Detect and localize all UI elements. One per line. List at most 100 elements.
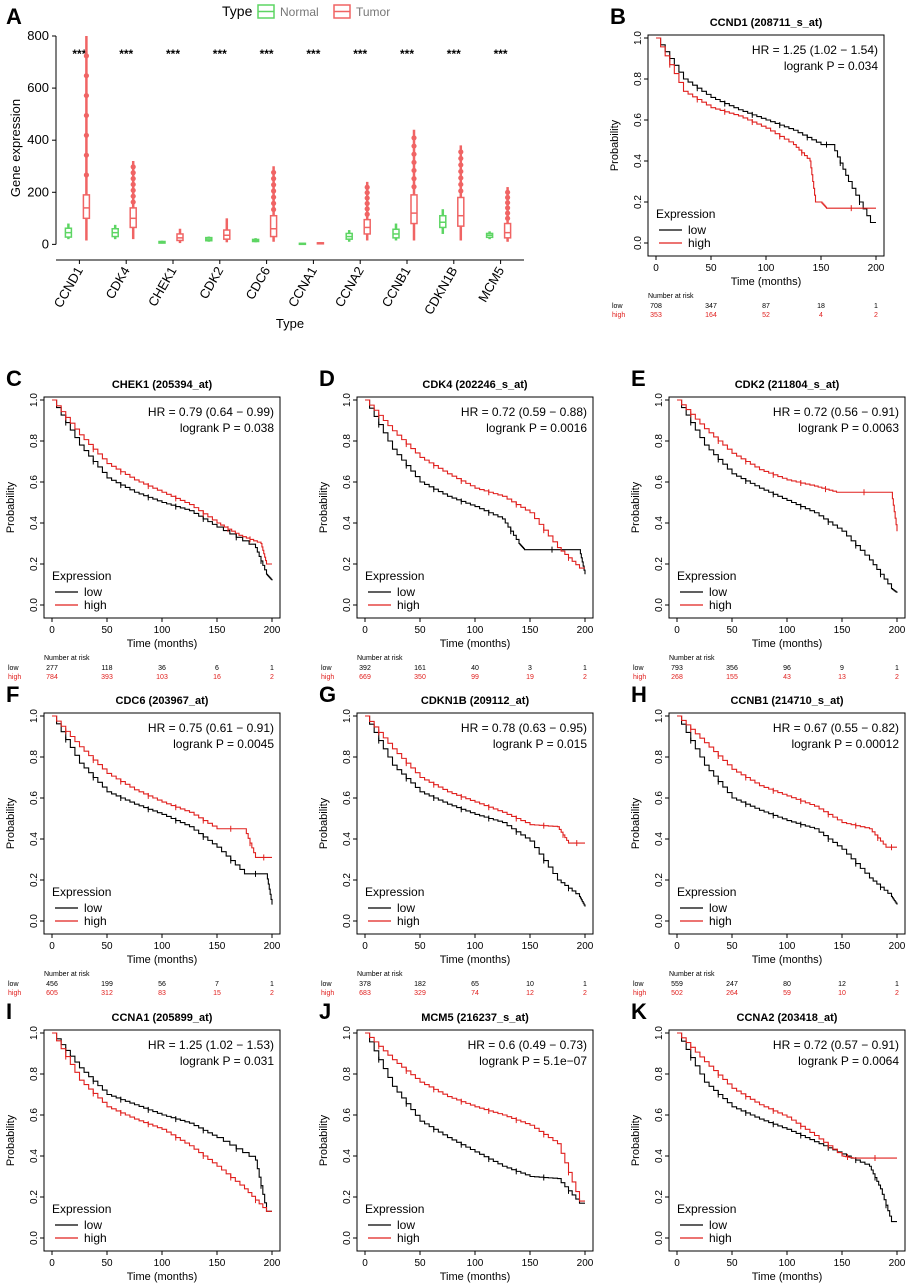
y-tick-label: 0.8 xyxy=(654,1067,665,1081)
legend-label-high: high xyxy=(709,598,732,612)
risk-count-high: 2 xyxy=(270,674,274,681)
box-outlier-point xyxy=(411,184,417,190)
risk-count-high: 605 xyxy=(46,990,58,997)
x-tick-label: 200 xyxy=(264,941,281,952)
box-outlier-point xyxy=(364,211,370,217)
risk-count-high: 164 xyxy=(705,312,717,319)
significance-label: *** xyxy=(494,47,508,61)
significance-label: *** xyxy=(72,47,86,61)
risk-table-title: Number at risk xyxy=(669,971,715,978)
x-tick-label: 200 xyxy=(889,625,906,636)
y-tick-label: 0.0 xyxy=(654,914,665,928)
y-tick-label: 800 xyxy=(27,28,49,43)
x-tick-label: 50 xyxy=(101,625,113,636)
censor-marks-high xyxy=(65,414,251,543)
y-tick-label: 0.6 xyxy=(654,1108,665,1122)
censor-marks-low xyxy=(378,1056,569,1194)
box-outlier-point xyxy=(83,152,89,158)
risk-count-high: 83 xyxy=(158,990,166,997)
x-tick-label: 150 xyxy=(209,1258,226,1269)
risk-row-label-low: low xyxy=(633,665,644,672)
x-tick-label: 50 xyxy=(726,1258,738,1269)
x-tick-label: 200 xyxy=(577,1258,594,1269)
x-axis-label: Time (months) xyxy=(752,638,823,650)
risk-count-low: 277 xyxy=(46,665,58,672)
box-outlier-point xyxy=(130,164,136,170)
legend-title-expression: Expression xyxy=(52,885,111,899)
km-panel-g: G CDKN1B (209112_at) 0.0 0.2 0.4 0.6 0.8 1.0 Pro… xyxy=(318,682,594,997)
box-outlier-point xyxy=(364,190,370,196)
panel-letter: B xyxy=(610,4,626,29)
risk-count-low: 1 xyxy=(895,981,899,988)
significance-label: *** xyxy=(400,47,414,61)
legend-title-expression: Expression xyxy=(365,1202,424,1216)
x-axis-label: Time (months) xyxy=(440,1271,511,1283)
box-outlier-point xyxy=(271,188,277,194)
hazard-ratio-text: HR = 0.67 (0.55 − 0.82) xyxy=(773,721,899,735)
box-tumor-ccnd1 xyxy=(82,36,91,241)
box-normal-ccna2 xyxy=(345,230,353,242)
risk-count-high: 2 xyxy=(874,312,878,319)
km-title: MCM5 (216237_s_at) xyxy=(421,1012,529,1024)
legend-label-high: high xyxy=(397,598,420,612)
legend-title-expression: Expression xyxy=(52,569,111,583)
legend-label-tumor: Tumor xyxy=(356,5,390,19)
risk-count-high: 2 xyxy=(583,674,587,681)
box-outlier-point xyxy=(364,195,370,201)
x-tick-label: 50 xyxy=(726,625,738,636)
x-tick-label: 150 xyxy=(834,1258,851,1269)
risk-count-high: 52 xyxy=(762,312,770,319)
legend-label-low: low xyxy=(709,585,727,599)
risk-count-low: 708 xyxy=(650,303,662,310)
curve-low xyxy=(677,1032,897,1223)
risk-count-low: 3 xyxy=(528,665,532,672)
risk-count-high: 669 xyxy=(359,674,371,681)
curve-high xyxy=(52,1032,272,1212)
x-tick-label: 200 xyxy=(577,625,594,636)
y-tick-label: 0.0 xyxy=(29,1231,40,1245)
panel-letter-a: A xyxy=(6,4,22,29)
hazard-ratio-text: HR = 0.78 (0.63 − 0.95) xyxy=(461,721,587,735)
risk-row-label-high: high xyxy=(633,990,646,997)
legend-title-expression: Expression xyxy=(677,1202,736,1216)
risk-count-high: 264 xyxy=(726,990,738,997)
y-axis-label: Probability xyxy=(318,1114,330,1166)
box-outlier-point xyxy=(458,181,464,188)
panel-a: A Type Normal Tumor 0 200 400 600 800 Gene expres… xyxy=(6,3,524,331)
x-tick-label: 100 xyxy=(467,941,484,952)
km-title: CDK2 (211804_s_at) xyxy=(735,379,840,391)
y-tick-label: 0.4 xyxy=(342,832,353,846)
risk-row-label-low: low xyxy=(8,981,19,988)
risk-count-high: 353 xyxy=(650,312,662,319)
y-tick-label: 0.4 xyxy=(654,516,665,530)
legend-label-low: low xyxy=(84,901,102,915)
x-tick-label: 0 xyxy=(362,941,368,952)
box-outlier-point xyxy=(130,199,136,205)
km-title: CCNB1 (214710_s_at) xyxy=(730,695,843,707)
box-outlier-point xyxy=(130,193,136,199)
y-axis-label: Gene expression xyxy=(8,99,23,197)
y-tick-label: 0.6 xyxy=(342,475,353,489)
logrank-p-text: logrank P = 0.015 xyxy=(493,737,588,751)
box-outlier-point xyxy=(458,162,464,168)
panel-letter: K xyxy=(631,999,647,1024)
y-tick-label: 0.6 xyxy=(342,1108,353,1122)
box-outlier-point xyxy=(458,175,464,181)
censor-marks-high xyxy=(378,412,569,561)
x-tick-label: 0 xyxy=(49,1258,55,1269)
risk-count-high: 74 xyxy=(471,990,479,997)
y-tick-label: 0.2 xyxy=(29,1190,40,1204)
risk-count-low: 199 xyxy=(101,981,113,988)
box-body xyxy=(82,194,91,220)
risk-row-label-high: high xyxy=(321,674,334,681)
legend-label-high: high xyxy=(709,914,732,928)
risk-count-high: 99 xyxy=(471,674,479,681)
risk-row-label-low: low xyxy=(321,981,332,988)
y-tick-label: 0.0 xyxy=(633,236,644,250)
box-outlier-point xyxy=(411,135,417,141)
legend-label-high: high xyxy=(397,914,420,928)
y-tick-label: 0.2 xyxy=(29,557,40,571)
x-tick-label: 0 xyxy=(49,625,55,636)
y-tick-label: 0.8 xyxy=(29,1067,40,1081)
curve-high xyxy=(365,399,585,569)
